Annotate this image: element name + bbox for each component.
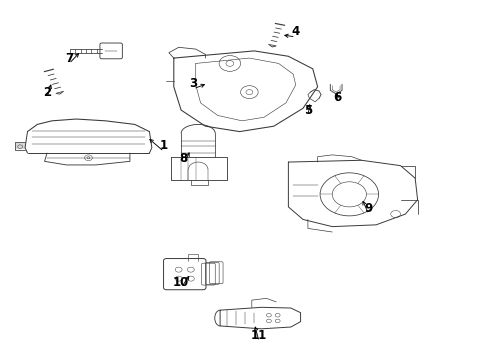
Text: 7: 7 [65, 51, 73, 64]
Text: 6: 6 [332, 91, 341, 104]
Text: 2: 2 [43, 86, 51, 99]
Text: 4: 4 [291, 25, 299, 38]
Text: 8: 8 [179, 152, 187, 165]
Text: 5: 5 [303, 104, 311, 117]
Text: 1: 1 [160, 139, 168, 152]
Text: 9: 9 [364, 202, 372, 215]
Text: 3: 3 [189, 77, 197, 90]
Text: 10: 10 [173, 276, 189, 289]
Text: 11: 11 [250, 329, 267, 342]
